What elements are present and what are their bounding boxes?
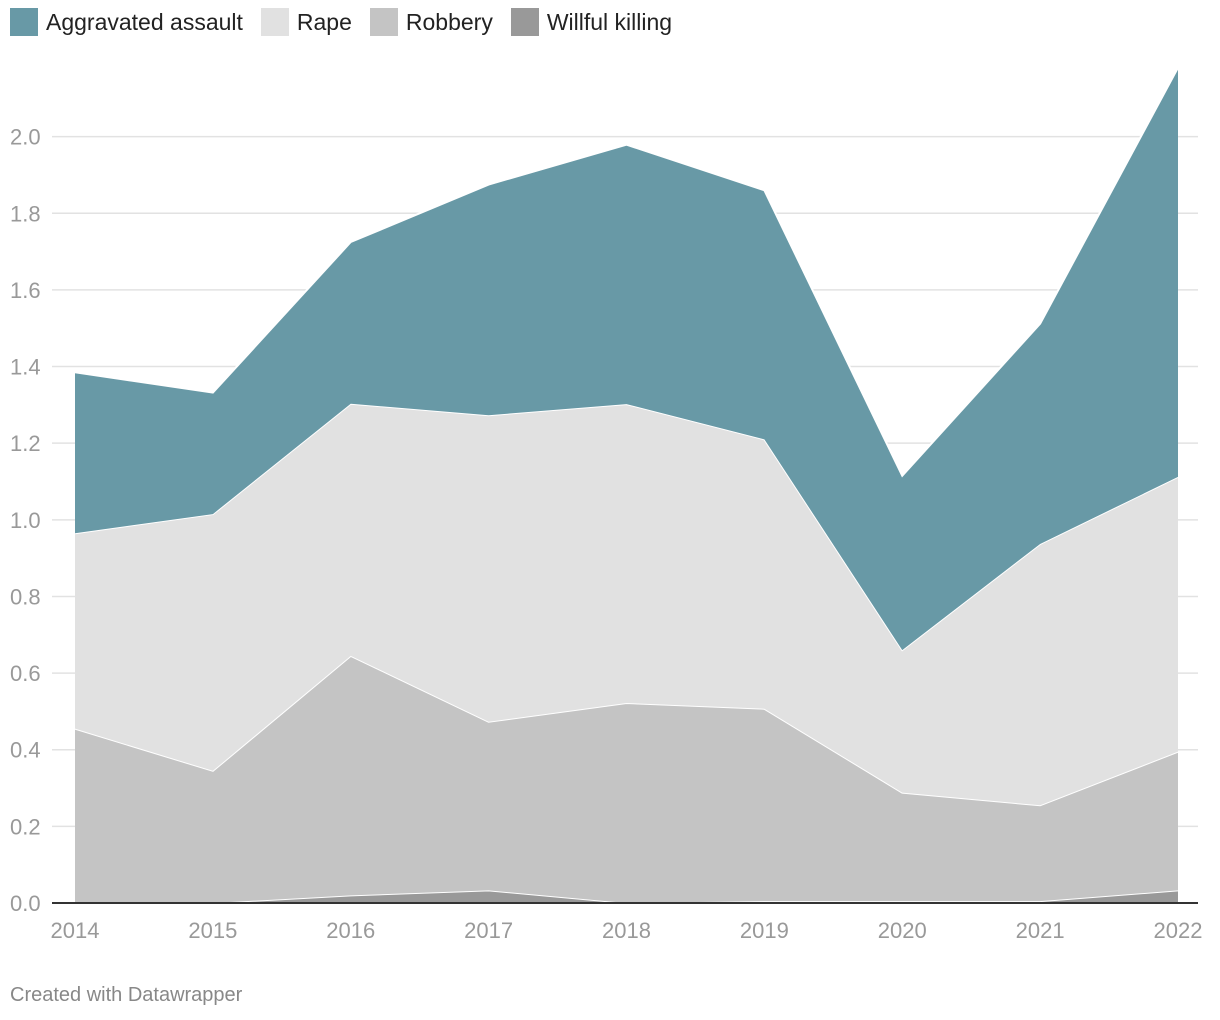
area-robbery (75, 655, 1178, 903)
y-tick-label-1-8: 1.8 (10, 201, 41, 226)
y-tick-label-1-2: 1.2 (10, 431, 41, 456)
y-tick-label-1-6: 1.6 (10, 278, 41, 303)
legend-swatch-aggravated-assault (10, 8, 38, 36)
x-tick-label-2015: 2015 (188, 918, 237, 943)
x-tick-label-2018: 2018 (602, 918, 651, 943)
x-tick-label-2019: 2019 (740, 918, 789, 943)
legend-item-robbery: Robbery (369, 8, 493, 36)
legend-swatch-willful-killing (510, 8, 539, 36)
y-tick-label-0-0: 0.0 (10, 891, 41, 916)
x-tick-label-2020: 2020 (878, 918, 927, 943)
y-tick-label-0-8: 0.8 (10, 584, 41, 609)
y-tick-label-0-4: 0.4 (10, 738, 41, 763)
legend-label-rape: Rape (296, 8, 352, 35)
legend-item-willful-killing: Willful killing (510, 8, 673, 36)
x-tick-label-2017: 2017 (464, 918, 513, 943)
y-tick-label-1-0: 1.0 (10, 508, 41, 533)
area-aggravated-assault (75, 67, 1178, 651)
legend-item-rape: Rape (260, 8, 352, 36)
chart-legend: Aggravated assault Rape Robbery Willful … (10, 8, 690, 36)
y-tick-label-1-4: 1.4 (10, 355, 41, 380)
legend-swatch-robbery (369, 8, 398, 36)
y-tick-label-2-0: 2.0 (10, 125, 41, 150)
legend-label-willful-killing: Willful killing (546, 8, 673, 35)
y-tick-label-0-2: 0.2 (10, 814, 41, 839)
legend-label-aggravated-assault: Aggravated assault (46, 8, 243, 35)
legend-item-aggravated-assault: Aggravated assault (10, 8, 243, 36)
x-tick-label-2022: 2022 (1154, 918, 1203, 943)
footer-credit: Created with Datawrapper (10, 984, 243, 1006)
x-tick-label-2016: 2016 (326, 918, 375, 943)
area-rape (75, 403, 1178, 806)
area-willful-killing (75, 890, 1178, 903)
legend-label-robbery: Robbery (405, 8, 493, 35)
y-tick-label-0-6: 0.6 (10, 661, 41, 686)
area-series (74, 67, 1179, 905)
x-tick-label-2014: 2014 (51, 918, 100, 943)
stacked-area-chart: 0.0 0.2 0.4 0.6 0.8 1.0 1.2 1.4 1.6 1.8 2.0 2014 201… (10, 67, 1202, 943)
axes: 0.0 0.2 0.4 0.6 0.8 1.0 1.2 1.4 1.6 1.8 2.0 2014 201… (10, 125, 1202, 943)
area-edge-aggravated-assault (74, 67, 1179, 478)
legend-swatch-rape (260, 8, 289, 36)
x-tick-label-2021: 2021 (1016, 918, 1065, 943)
